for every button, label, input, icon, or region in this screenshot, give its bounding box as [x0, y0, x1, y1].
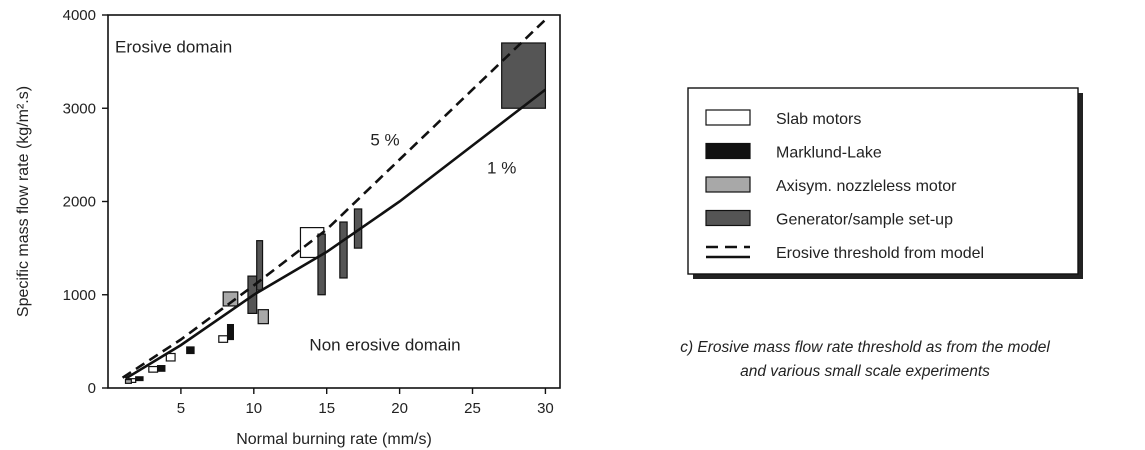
data-box-axisym-nozzleless-motor — [257, 309, 269, 325]
legend-swatch — [705, 176, 751, 193]
annotation-non-erosive-domain: Non erosive domain — [309, 336, 460, 355]
data-box-marklund-lake — [186, 346, 195, 355]
data-box-generator-sample-set-up — [317, 233, 326, 296]
threshold-line-5pct — [121, 18, 547, 379]
legend-label: Generator/sample set-up — [776, 212, 953, 229]
legend-label: Slab motors — [776, 111, 861, 128]
x-tick-label: 15 — [318, 400, 335, 417]
y-tick-label: 4000 — [63, 7, 96, 24]
x-tick-label: 5 — [177, 400, 185, 417]
data-box-axisym-nozzleless-motor — [124, 379, 132, 384]
legend-label: Axisym. nozzleless motor — [776, 178, 957, 195]
legend-swatch — [705, 142, 751, 160]
x-axis-title: Normal burning rate (mm/s) — [236, 431, 432, 448]
y-axis-title: Specific mass flow rate (kg/m².s) — [15, 86, 32, 317]
caption-line-2: and various small scale experiments — [740, 363, 990, 380]
data-box-generator-sample-set-up — [339, 221, 348, 279]
data-box-slab-motors — [218, 335, 229, 343]
annotation-5: 5 % — [370, 131, 399, 150]
y-tick-label: 0 — [88, 380, 96, 397]
legend-box — [687, 87, 1079, 275]
legend-swatch — [705, 209, 751, 227]
threshold-line-1pct — [124, 88, 547, 380]
data-box-marklund-lake — [135, 376, 144, 382]
legend-label: Erosive threshold from model — [776, 245, 984, 262]
data-box-marklund-lake — [226, 323, 234, 341]
legend-swatch — [705, 109, 751, 126]
x-tick-label: 10 — [245, 400, 262, 417]
caption-line-1: c) Erosive mass flow rate threshold as f… — [680, 339, 1050, 356]
annotation-erosive-domain: Erosive domain — [115, 37, 232, 56]
y-tick-label: 2000 — [63, 194, 96, 211]
data-box-slab-motors — [148, 365, 159, 373]
data-box-marklund-lake — [156, 365, 166, 372]
data-box-slab-motors — [165, 352, 176, 362]
figure-caption: c) Erosive mass flow rate threshold as f… — [590, 336, 1140, 384]
annotation-1: 1 % — [487, 159, 516, 178]
x-tick-label: 30 — [537, 400, 554, 417]
y-tick-label: 3000 — [63, 100, 96, 117]
legend-label: Marklund-Lake — [776, 145, 882, 162]
x-tick-label: 25 — [464, 400, 481, 417]
data-box-generator-sample-set-up — [501, 42, 547, 109]
data-box-axisym-nozzleless-motor — [222, 291, 239, 307]
x-tick-label: 20 — [391, 400, 408, 417]
y-tick-label: 1000 — [63, 287, 96, 304]
